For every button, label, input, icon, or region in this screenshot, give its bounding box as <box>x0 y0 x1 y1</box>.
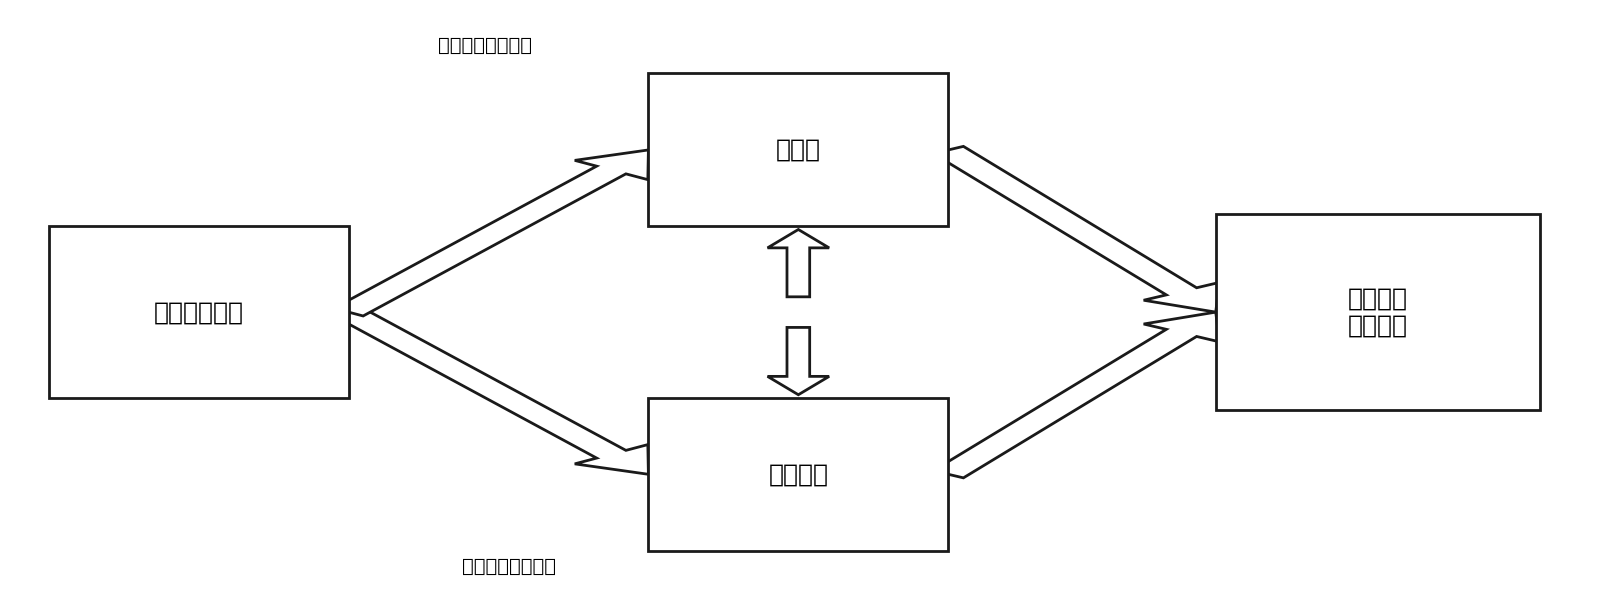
Bar <box>1216 214 1540 410</box>
Bar <box>648 398 948 551</box>
Text: 相加得软
测量模型: 相加得软 测量模型 <box>1347 286 1409 338</box>
Text: 机理模型: 机理模型 <box>768 462 828 487</box>
Bar <box>49 226 349 398</box>
Text: 输入输出数据: 输入输出数据 <box>154 300 243 324</box>
Text: 补偿器: 补偿器 <box>776 138 820 162</box>
FancyArrow shape <box>934 146 1219 312</box>
FancyArrow shape <box>334 308 648 474</box>
Text: 数据方法进行补偿: 数据方法进行补偿 <box>438 36 532 56</box>
FancyArrow shape <box>768 230 830 297</box>
Text: 机理方法进行分析: 机理方法进行分析 <box>462 556 556 576</box>
Bar <box>648 73 948 226</box>
FancyArrow shape <box>934 312 1219 478</box>
FancyArrow shape <box>334 150 648 316</box>
FancyArrow shape <box>768 327 830 395</box>
